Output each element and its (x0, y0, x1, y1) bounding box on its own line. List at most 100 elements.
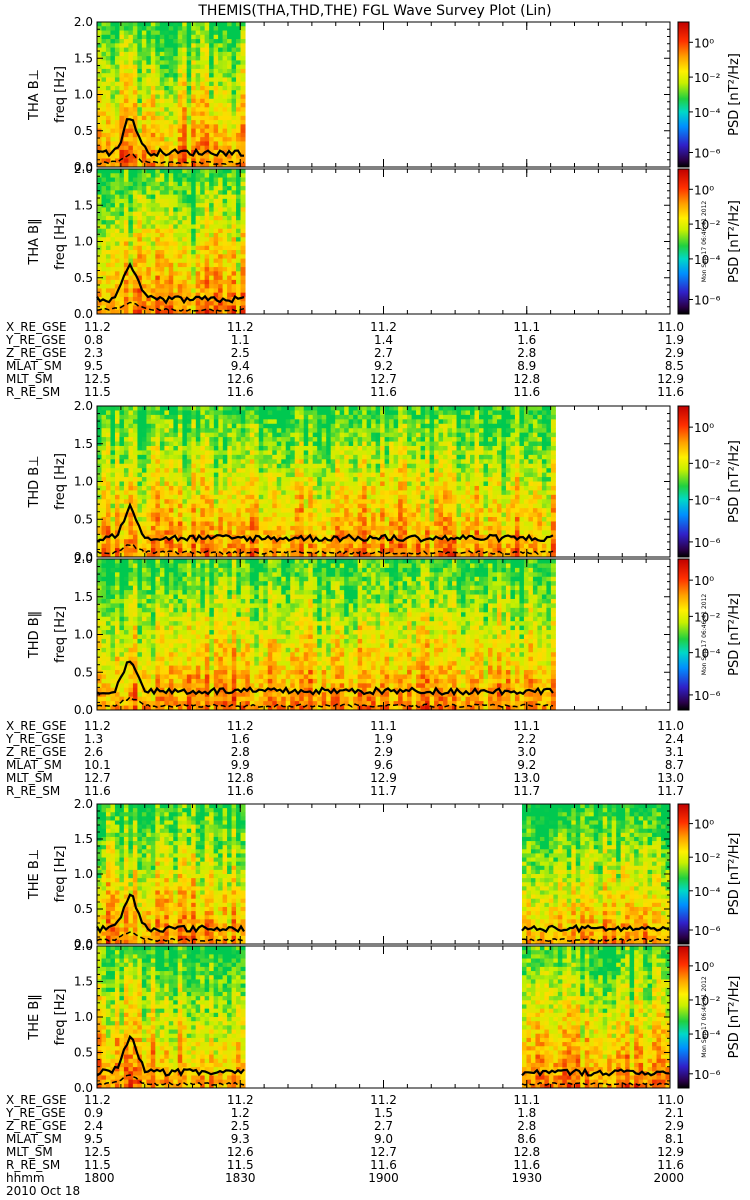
heatmap-cell (402, 521, 408, 527)
heatmap-cell (402, 543, 408, 549)
heatmap-cell (263, 437, 269, 443)
heatmap-cell (380, 512, 386, 518)
heatmap-cell (303, 508, 309, 514)
heatmap-cell (200, 499, 206, 505)
heatmap-cell (141, 194, 147, 200)
heatmap-cell (330, 419, 336, 425)
heatmap-cell (213, 472, 219, 478)
heatmap-cell (411, 445, 417, 451)
heatmap-cell (168, 22, 174, 27)
heatmap-cell (213, 85, 219, 91)
heatmap-cell (101, 220, 107, 225)
heatmap-cell (110, 499, 116, 505)
heatmap-cell (254, 450, 260, 456)
heatmap-cell (375, 517, 381, 522)
heatmap-cell (218, 309, 224, 315)
heatmap-cell (146, 525, 152, 531)
heatmap-cell (227, 499, 233, 505)
heatmap-cell (141, 463, 147, 469)
heatmap-cell (97, 406, 102, 411)
heatmap-cell (195, 47, 201, 53)
heatmap-cell (137, 34, 143, 40)
heatmap-cell (105, 494, 111, 500)
heatmap-cell (236, 47, 242, 53)
heatmap-cell (114, 64, 120, 70)
heatmap-cell (204, 237, 210, 242)
heatmap-cell (213, 459, 219, 465)
heatmap-cell (213, 254, 219, 260)
heatmap-cell (299, 406, 305, 411)
heatmap-cell (97, 158, 102, 164)
heatmap-cell (186, 250, 192, 255)
heatmap-cell (416, 472, 422, 478)
heatmap-cell (249, 490, 255, 496)
heatmap-cell (114, 115, 120, 121)
heatmap-cell (191, 68, 197, 74)
heatmap-cell (110, 173, 116, 179)
heatmap-cell (105, 162, 111, 168)
heatmap-cell (366, 521, 372, 527)
heatmap-cell (222, 207, 228, 213)
heatmap-cell (272, 414, 278, 420)
heatmap-cell (209, 472, 215, 478)
heatmap-cell (195, 56, 201, 61)
heatmap-cell (357, 450, 363, 456)
heatmap-cell (267, 454, 273, 460)
heatmap-cell (128, 232, 134, 238)
heatmap-cell (416, 548, 422, 554)
heatmap-cell (222, 203, 228, 208)
heatmap-cell (97, 39, 102, 44)
heatmap-cell (182, 194, 188, 200)
heatmap-cell (173, 90, 179, 95)
heatmap-cell (150, 284, 156, 289)
heatmap-cell (240, 494, 246, 500)
heatmap-cell (97, 481, 102, 487)
heatmap-cell (425, 512, 431, 518)
heatmap-cell (308, 428, 314, 434)
heatmap-cell (141, 262, 147, 268)
heatmap-cell (222, 94, 228, 100)
heatmap-cell (375, 503, 381, 509)
heatmap-cell (159, 237, 165, 242)
heatmap-cell (371, 552, 377, 558)
heatmap-cell (281, 530, 287, 536)
heatmap-cell (186, 521, 192, 527)
heatmap-cell (186, 543, 192, 549)
heatmap-cell (258, 432, 264, 438)
heatmap-cell (132, 494, 138, 500)
heatmap-cell (97, 47, 102, 53)
heatmap-cell (267, 481, 273, 487)
heatmap-cell (213, 73, 219, 78)
heatmap-cell (128, 472, 134, 478)
heatmap-cell (276, 503, 282, 509)
heatmap-cell (213, 215, 219, 221)
heatmap-cell (150, 468, 156, 474)
heatmap-cell (168, 477, 174, 482)
heatmap-cell (97, 284, 102, 289)
heatmap-cell (222, 145, 228, 151)
heatmap-cell (200, 463, 206, 469)
heatmap-cell (155, 490, 161, 496)
heatmap-cell (240, 68, 246, 74)
heatmap-cell (177, 279, 183, 285)
heatmap-cell (213, 207, 219, 213)
heatmap-cell (240, 552, 246, 558)
heatmap-cell (389, 419, 395, 425)
heatmap-cell (335, 543, 341, 549)
heatmap-cell (101, 56, 107, 61)
heatmap-cell (227, 111, 233, 117)
heatmap-cell (105, 530, 111, 536)
heatmap-cell (353, 517, 359, 522)
heatmap-cell (267, 530, 273, 536)
heatmap-cell (132, 490, 138, 496)
heatmap-cell (132, 224, 138, 230)
heatmap-cell (245, 463, 251, 469)
heatmap-cell (141, 468, 147, 474)
heatmap-cell (339, 423, 345, 429)
heatmap-cell (141, 232, 147, 238)
heatmap-cell (384, 437, 390, 443)
heatmap-cell (258, 508, 264, 514)
heatmap-cell (177, 85, 183, 91)
heatmap-cell (357, 552, 363, 558)
heatmap-cell (204, 232, 210, 238)
